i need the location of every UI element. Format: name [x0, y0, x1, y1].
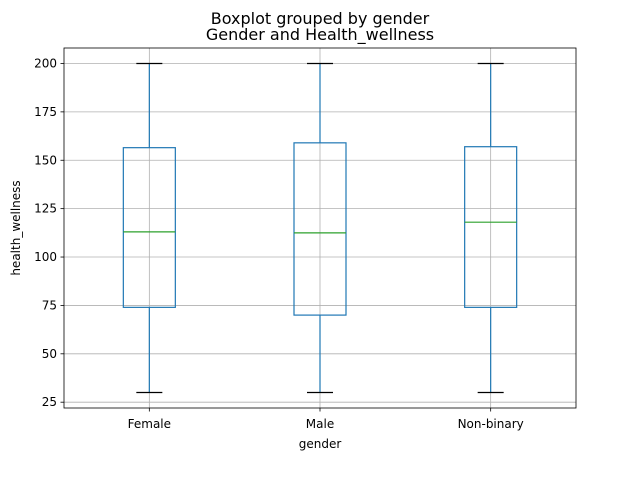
y-tick-label: 125: [34, 202, 57, 216]
x-tick-label: Male: [306, 417, 334, 431]
axis-ticks: 25 50 75 100 125 150 175 200 Female Male Non-binar…: [34, 56, 524, 431]
box: [464, 146, 518, 308]
chart-title: Gender and Health_wellness: [206, 25, 434, 45]
box-group: [293, 62, 347, 394]
box-group: [122, 62, 176, 394]
y-tick-label: 25: [42, 395, 57, 409]
box: [293, 142, 347, 316]
y-tick-label: 100: [34, 250, 57, 264]
y-axis-label: health_wellness: [9, 180, 23, 275]
boxes: [122, 62, 518, 394]
x-tick-label: Non-binary: [458, 417, 524, 431]
y-tick-label: 200: [34, 56, 57, 70]
x-axis-label: gender: [299, 437, 342, 451]
y-tick-label: 50: [42, 347, 57, 361]
box: [122, 147, 176, 308]
box-group: [464, 62, 518, 394]
y-tick-label: 175: [34, 105, 57, 119]
y-tick-label: 75: [42, 298, 57, 312]
x-tick-label: Female: [128, 417, 171, 431]
chart-suptitle: Boxplot grouped by gender: [211, 9, 430, 28]
y-tick-label: 150: [34, 153, 57, 167]
